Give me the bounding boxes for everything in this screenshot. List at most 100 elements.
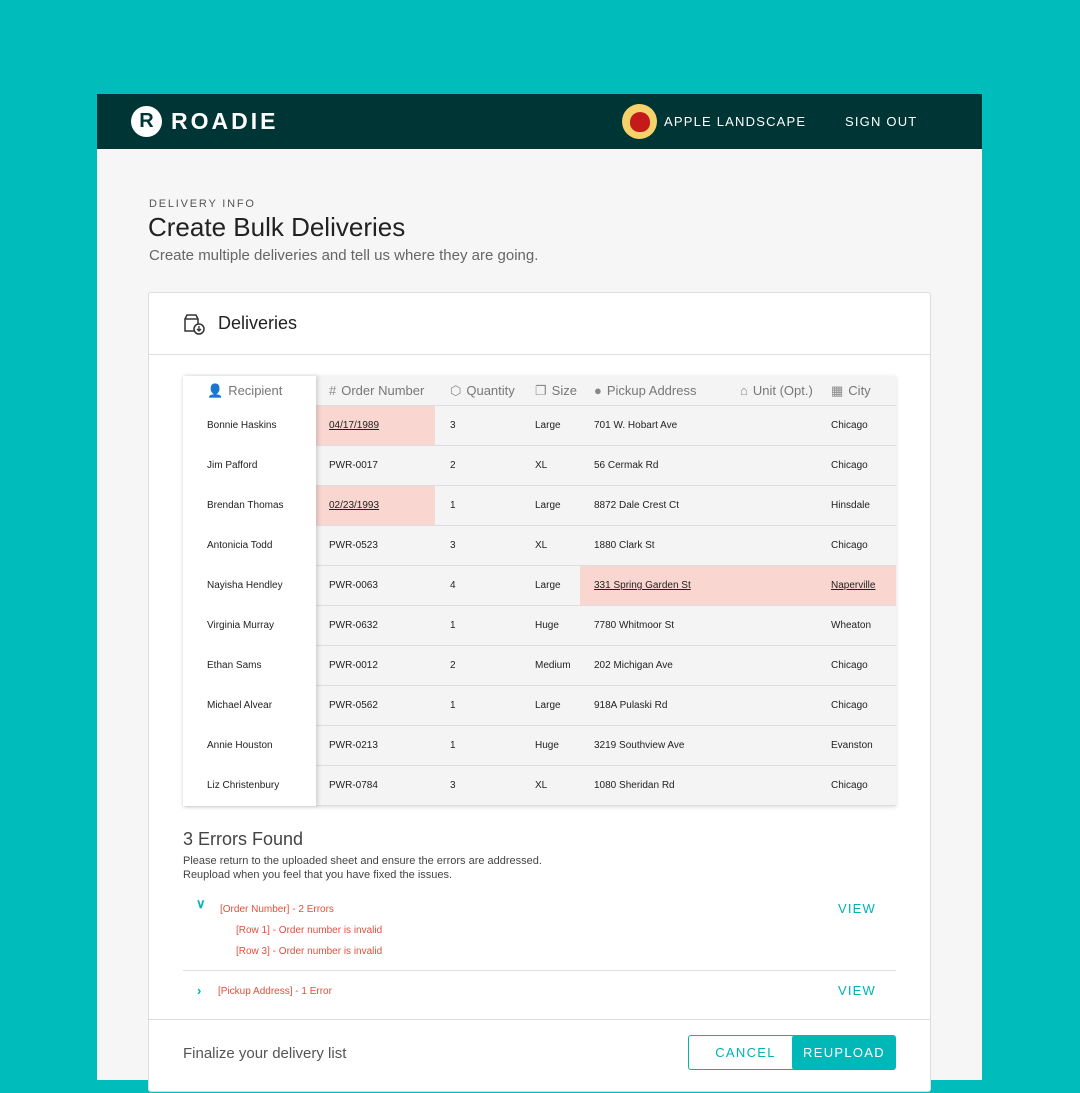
cell-address: 1080 Sheridan Rd [594, 766, 675, 805]
cell-city: Chicago [831, 406, 868, 445]
errors-desc-line: Reupload when you feel that you have fix… [183, 869, 453, 881]
cell-text: 1880 Clark St [594, 540, 655, 551]
chevron-down-icon[interactable]: ∨ [196, 896, 206, 911]
table-row[interactable]: Ethan Sams PWR-0012 2 Medium 202 Michigan Av… [183, 646, 896, 686]
cell-text: 2 [450, 460, 456, 471]
cell-text: Chicago [831, 420, 868, 431]
cell-text[interactable]: 02/23/1993 [329, 500, 380, 511]
cell-recipient: Liz Christenbury [207, 766, 279, 805]
cell-text: 1 [450, 740, 456, 751]
hash-icon: # [329, 383, 337, 398]
cell-text: XL [535, 460, 548, 471]
building-icon: ⌂ [740, 383, 748, 398]
reupload-button[interactable]: REUPLOAD [792, 1035, 896, 1070]
cell-text: PWR-0017 [329, 460, 378, 471]
cell-address: 331 Spring Garden St [594, 566, 691, 605]
view-order-errors-link[interactable]: VIEW [837, 901, 876, 916]
table-row[interactable]: Bonnie Haskins 04/17/1989 3 Large 701 W. Hob… [183, 406, 896, 446]
column-header[interactable]: ▦ City [831, 376, 871, 405]
sign-out-link[interactable]: SIGN OUT [845, 114, 918, 129]
size-icon: ❐ [535, 382, 547, 398]
cell-order: PWR-0213 [329, 726, 378, 765]
cell-text: Virginia Murray [207, 620, 275, 631]
table-row[interactable]: Nayisha Hendley PWR-0063 4 Large 331 Spring … [183, 566, 896, 606]
table-row[interactable]: Virginia Murray PWR-0632 1 Huge 7780 Whitmoo… [183, 606, 896, 646]
cell-text: PWR-0562 [329, 700, 378, 711]
cell-qty: 2 [450, 646, 456, 685]
cell-text: Large [535, 580, 561, 591]
cell-recipient: Nayisha Hendley [207, 566, 283, 605]
table-row[interactable]: Annie Houston PWR-0213 1 Huge 3219 Southview… [183, 726, 896, 766]
cell-address: 7780 Whitmoor St [594, 606, 674, 645]
column-label: Size [551, 383, 577, 398]
table-row[interactable]: Jim Pafford PWR-0017 2 XL 56 Cermak Rd Chicag… [183, 446, 896, 486]
cell-text: 1 [450, 700, 456, 711]
chevron-right-icon[interactable]: › [197, 983, 202, 998]
column-header[interactable]: 👤 Recipient [207, 376, 282, 405]
cell-recipient: Jim Pafford [207, 446, 257, 485]
cell-text[interactable]: 331 Spring Garden St [594, 580, 691, 591]
cell-address: 918A Pulaski Rd [594, 686, 667, 725]
cell-qty: 3 [450, 526, 456, 565]
column-header[interactable]: ● Pickup Address [594, 376, 696, 405]
table-row[interactable]: Michael Alvear PWR-0562 1 Large 918A Pulaski… [183, 686, 896, 726]
errors-desc-line: Please return to the uploaded sheet and … [183, 855, 542, 867]
cell-address: 202 Michigan Ave [594, 646, 673, 685]
cell-qty: 1 [450, 686, 456, 725]
deliveries-card: Deliveries 👤 Recipient # Order Number ⬡ Quant… [148, 292, 931, 1092]
cell-qty: 3 [450, 406, 456, 445]
apple-icon [629, 111, 650, 132]
cell-text: PWR-0063 [329, 580, 378, 591]
cell-address: 1880 Clark St [594, 526, 655, 565]
column-header[interactable]: ⌂ Unit (Opt.) [740, 376, 813, 405]
error-cell-highlight [316, 406, 435, 445]
cell-recipient: Brendan Thomas [207, 486, 284, 525]
table-row[interactable]: Antonicia Todd PWR-0523 3 XL 1880 Clark St Ch… [183, 526, 896, 566]
avatar[interactable] [622, 104, 657, 139]
cell-city: Wheaton [831, 606, 871, 645]
account-name[interactable]: APPLE LANDSCAPE [664, 114, 807, 129]
column-label: Quantity [466, 383, 515, 398]
footer: Finalize your delivery list CANCEL REUPL… [149, 1019, 930, 1093]
table-row[interactable]: Brendan Thomas 02/23/1993 1 Large 8872 Dale … [183, 486, 896, 526]
cell-text: Evanston [831, 740, 873, 751]
cell-text[interactable]: Naperville [831, 580, 876, 591]
column-header[interactable]: # Order Number [329, 376, 424, 405]
cell-text: 3 [450, 420, 456, 431]
cell-recipient: Virginia Murray [207, 606, 274, 645]
cancel-button[interactable]: CANCEL [688, 1035, 803, 1070]
cell-text[interactable]: 04/17/1989 [329, 420, 380, 431]
cell-text: 3 [450, 780, 456, 791]
location-pin-icon: ● [594, 383, 602, 398]
cell-order: PWR-0632 [329, 606, 378, 645]
column-header[interactable]: ❐ Size [535, 376, 577, 405]
roadie-logo[interactable]: R ROADIE [131, 106, 278, 137]
cell-recipient: Annie Houston [207, 726, 273, 765]
cell-text: Hinsdale [831, 500, 870, 511]
cell-text: Antonicia Todd [207, 540, 273, 551]
cell-size: Huge [535, 726, 559, 765]
cell-qty: 2 [450, 446, 456, 485]
table-header: 👤 Recipient # Order Number ⬡ Quantity ❐ Size ● Pi… [183, 376, 896, 406]
footer-text: Finalize your delivery list [183, 1045, 347, 1062]
page-title: Create Bulk Deliveries [148, 212, 406, 242]
cell-text: 1080 Sheridan Rd [594, 780, 675, 791]
error-group-pickup[interactable]: [Pickup Address] - 1 Error [218, 986, 332, 997]
cell-size: Huge [535, 606, 559, 645]
cell-text: Large [535, 700, 561, 711]
cell-order: 02/23/1993 [329, 486, 379, 525]
app-window: R ROADIE APPLE LANDSCAPE SIGN OUT DELIVE… [97, 94, 982, 1092]
cell-qty: 1 [450, 486, 456, 525]
view-pickup-errors-link[interactable]: VIEW [837, 983, 876, 998]
cell-address: 3219 Southview Ave [594, 726, 684, 765]
cell-city: Chicago [831, 526, 868, 565]
cell-address: 56 Cermak Rd [594, 446, 658, 485]
cell-text: 1 [450, 500, 456, 511]
cell-order: PWR-0063 [329, 566, 378, 605]
cell-text: Chicago [831, 780, 868, 791]
column-header[interactable]: ⬡ Quantity [450, 376, 515, 405]
column-label: Pickup Address [606, 383, 697, 398]
table-row[interactable]: Liz Christenbury PWR-0784 3 XL 1080 Sheridan… [183, 766, 896, 806]
error-group-order[interactable]: [Order Number] - 2 Errors [220, 904, 334, 915]
cell-text: Large [535, 500, 561, 511]
